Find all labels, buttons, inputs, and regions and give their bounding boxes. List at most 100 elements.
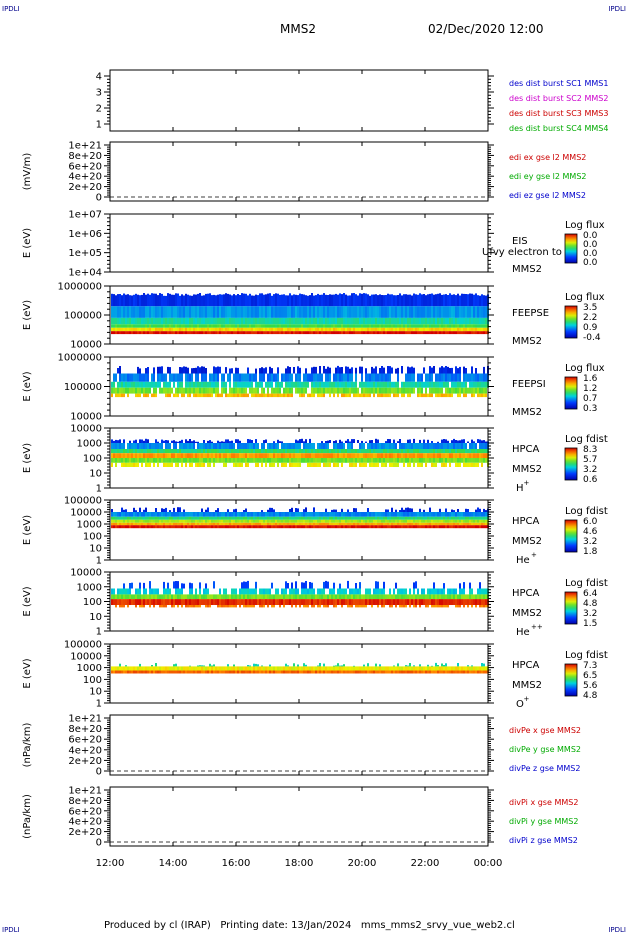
spacecraft-label: MMS2	[512, 680, 542, 691]
y-tick-label: 10	[89, 612, 102, 623]
x-tick-label: 16:00	[222, 858, 251, 869]
y-axis-label: (mV/m)	[22, 153, 33, 191]
instrument-label: EIS	[512, 236, 528, 247]
y-tick-label: 6e+20	[68, 806, 102, 817]
corner-label-bottom-left: IPDLI	[2, 926, 20, 934]
legend-entry: edi ey gse l2 MMS2	[509, 172, 587, 181]
colorbar-title: Log flux	[565, 363, 605, 374]
colorbar-title: Log fdist	[565, 434, 608, 445]
y-tick-label: 10000	[70, 508, 102, 519]
colorbar-tick-label: 3.2	[583, 609, 597, 619]
corner-label-top-right: IPDLI	[608, 5, 626, 13]
colorbar	[564, 447, 578, 481]
y-tick-label: 100	[83, 454, 102, 465]
colorbar-tick-label: 3.2	[583, 465, 597, 475]
species-label: He	[516, 555, 530, 566]
panel-frame	[109, 69, 489, 132]
y-axis-label: E (eV)	[22, 658, 33, 688]
panel-8: 10000 1000 100 10 1 E (eV) HPCA MMS2 He ++ Log fdi…	[22, 568, 608, 639]
spacecraft-label: MMS2	[512, 336, 542, 347]
y-tick-label: 100	[83, 532, 102, 543]
y-tick-label: 6e+20	[68, 735, 102, 746]
colorbar-tick-label: 6.4	[583, 589, 598, 599]
colorbar-tick-label: 2.2	[583, 313, 597, 323]
species-charge: +	[524, 479, 530, 487]
corner-label-top-left: IPDLI	[2, 5, 20, 13]
colorbar-tick-label: 7.3	[583, 661, 597, 671]
spacecraft-label: MMS2	[512, 464, 542, 475]
y-tick-label: 1000	[77, 663, 102, 674]
y-tick-label: 0	[96, 193, 102, 204]
colorbar-tick-label: 0.0	[583, 249, 598, 259]
panel-frame	[109, 141, 489, 202]
colorbar-title: Log fdist	[565, 506, 608, 517]
instrument-label: FEEPSE	[512, 308, 549, 319]
panel-5: 1000000 100000 10000 E (eV) FEEPSI MMS2 Log fl…	[22, 353, 605, 423]
colorbar-tick-label: 4.8	[583, 691, 598, 701]
colorbar-tick-label: -0.4	[583, 333, 601, 343]
corner-label-bottom-right: IPDLI	[608, 926, 626, 934]
y-tick-label: 1e+07	[68, 210, 102, 221]
y-tick-label: 100000	[64, 311, 102, 322]
y-tick-label: 1000000	[57, 282, 102, 293]
instrument-label: HPCA	[512, 660, 540, 671]
y-tick-label: 4e+20	[68, 172, 102, 183]
y-tick-label: 100000	[64, 496, 102, 507]
colorbar-title: Log flux	[565, 220, 605, 231]
y-tick-label: 2e+20	[68, 756, 102, 767]
legend-entry: des dist burst SC4 MMS4	[509, 124, 608, 133]
y-tick-label: 1000	[77, 582, 102, 593]
y-tick-label: 4	[96, 72, 102, 83]
y-tick-label: 100	[83, 675, 102, 686]
spacecraft-title: MMS2	[280, 22, 316, 36]
colorbar-title: Log fdist	[565, 650, 608, 661]
y-tick-label: 10	[89, 687, 102, 698]
y-tick-label: 0	[96, 838, 102, 849]
colorbar	[564, 233, 578, 264]
y-tick-label: 8e+20	[68, 724, 102, 735]
y-tick-label: 2e+20	[68, 827, 102, 838]
y-tick-label: 8e+20	[68, 796, 102, 807]
y-axis-label: E (eV)	[22, 300, 33, 330]
y-tick-label: 10000	[70, 568, 102, 579]
legend-entry: divPi z gse MMS2	[509, 836, 578, 845]
instrument-label: HPCA	[512, 516, 540, 527]
panel-frame	[109, 786, 489, 847]
legend-entry: divPi y gse MMS2	[509, 817, 578, 826]
colorbar-tick-label: 4.6	[583, 527, 598, 537]
y-axis-label: E (eV)	[22, 443, 33, 473]
colorbar-title: Log flux	[565, 292, 605, 303]
panel-6: 10000 1000 100 10 1 E (eV) HPCA MMS2 H + Log fdist…	[22, 424, 608, 495]
y-tick-label: 10	[89, 544, 102, 555]
y-axis-label: E (eV)	[22, 586, 33, 616]
colorbar-tick-label: 1.5	[583, 619, 597, 629]
x-tick-label: 14:00	[159, 858, 188, 869]
instrument-label: HPCA	[512, 588, 540, 599]
x-tick-label: 18:00	[285, 858, 314, 869]
y-tick-label: 1	[96, 120, 102, 131]
y-tick-label: 10000	[70, 651, 102, 662]
colorbar-tick-label: 3.5	[583, 303, 597, 313]
y-tick-label: 2e+20	[68, 182, 102, 193]
instrument-label: HPCA	[512, 444, 540, 455]
x-axis: 12:00 14:00 16:00 18:00 20:00 22:00 00:00	[96, 858, 503, 869]
colorbar-tick-label: 0.0	[583, 240, 598, 250]
colorbar-tick-label: 0.0	[583, 258, 598, 268]
y-tick-label: 0	[96, 767, 102, 778]
colorbar-tick-label: 1.6	[583, 374, 598, 384]
legend-entry: divPi x gse MMS2	[509, 798, 578, 807]
y-tick-label: 1e+21	[68, 714, 102, 725]
y-tick-label: 100	[83, 597, 102, 608]
y-tick-label: 1000	[77, 439, 102, 450]
colorbar	[564, 519, 578, 553]
y-tick-label: 4e+20	[68, 745, 102, 756]
y-axis-label: E (eV)	[22, 228, 33, 258]
colorbar-tick-label: 0.0	[583, 231, 598, 241]
colorbar	[564, 305, 578, 339]
y-tick-label: 1e+04	[68, 268, 102, 279]
spacecraft-label: MMS2	[512, 536, 542, 547]
legend-entry: divPe x gse MMS2	[509, 726, 581, 735]
